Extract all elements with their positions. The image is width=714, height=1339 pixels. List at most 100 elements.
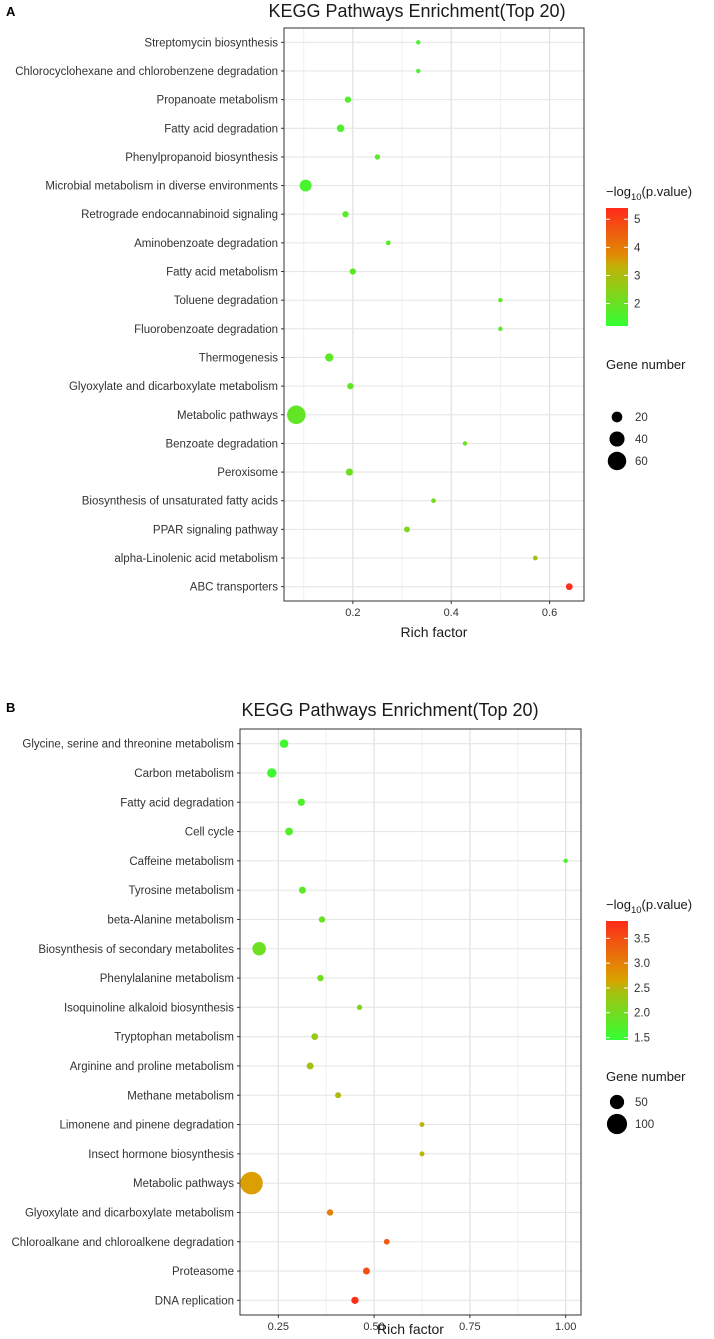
data-point	[325, 353, 334, 362]
pathway-label: DNA replication	[155, 1295, 234, 1307]
color-legend-title-suffix: (p.value)	[642, 184, 693, 199]
pathway-label: Fatty acid degradation	[120, 797, 234, 809]
chart-title: KEGG Pathways Enrichment(Top 20)	[268, 1, 565, 21]
pathway-label: Insect hormone biosynthesis	[88, 1149, 234, 1161]
data-point	[344, 96, 352, 103]
pathway-label: Caffeine metabolism	[129, 856, 234, 868]
color-legend-label: 2	[634, 299, 640, 311]
color-legend-title-suffix: (p.value)	[642, 897, 693, 912]
data-point	[285, 827, 293, 836]
data-point	[356, 1004, 363, 1011]
color-legend-label: 3.5	[634, 933, 650, 945]
pathway-label: Tyrosine metabolism	[129, 885, 234, 897]
pathway-label: Glyoxylate and dicarboxylate metabolism	[25, 1207, 234, 1219]
pathway-label: Phenylalanine metabolism	[100, 973, 234, 985]
pathway-label: beta-Alanine metabolism	[107, 914, 234, 926]
pathway-label: Benzoate degradation	[165, 438, 278, 450]
color-legend-title-prefix: −log	[606, 184, 631, 199]
pathway-label: Glyoxylate and dicarboxylate metabolism	[69, 381, 278, 393]
panel-a-chart: A KEGG Pathways Enrichment(Top 20) Strepto…	[6, 1, 692, 640]
pathway-label: Propanoate metabolism	[157, 95, 278, 107]
pathway-label: PPAR signaling pathway	[153, 524, 278, 536]
pathway-label: Aminobenzoate degradation	[134, 238, 278, 250]
pathway-label: Phenylpropanoid biosynthesis	[125, 152, 278, 164]
data-point	[299, 179, 312, 192]
data-point	[374, 154, 381, 160]
pathway-label: Biosynthesis of unsaturated fatty acids	[82, 496, 278, 508]
data-point	[362, 1267, 370, 1275]
pathway-label: Arginine and proline metabolism	[70, 1061, 234, 1073]
pathway-label: Microbial metabolism in diverse environm…	[45, 181, 278, 193]
pathway-label: Fluorobenzoate degradation	[134, 324, 278, 336]
pathway-label: Peroxisome	[217, 467, 278, 479]
color-legend-label: 3	[634, 270, 640, 282]
pathway-label: Methane metabolism	[127, 1090, 234, 1102]
size-legend-label: 40	[635, 434, 648, 446]
data-point	[532, 555, 538, 561]
x-tick-label: 0.25	[268, 1321, 289, 1333]
data-point	[297, 798, 305, 806]
plot-panel	[283, 27, 585, 602]
pathway-label: Toluene degradation	[174, 295, 278, 307]
x-tick-label: 0.6	[542, 607, 557, 619]
data-point	[318, 916, 326, 923]
data-point	[252, 941, 266, 956]
panel-letter: A	[6, 4, 16, 19]
data-point	[342, 211, 349, 218]
size-legend-dot	[607, 451, 627, 471]
size-legend-label: 60	[635, 456, 648, 468]
pathway-label: Metabolic pathways	[133, 1178, 234, 1190]
x-tick-label: 0.4	[444, 607, 459, 619]
data-point	[326, 1209, 334, 1216]
size-legend-dot	[609, 1094, 625, 1110]
pathway-label: Thermogenesis	[199, 352, 279, 364]
data-point	[563, 858, 568, 864]
data-point	[240, 1171, 263, 1195]
data-point	[351, 1296, 359, 1304]
pathway-label: Glycine, serine and threonine metabolism	[22, 739, 234, 751]
data-point	[298, 886, 306, 894]
data-point	[385, 240, 391, 246]
color-legend-label: 5	[634, 214, 640, 226]
panel-letter: B	[6, 700, 15, 715]
color-legend-title-sub: 10	[631, 192, 642, 203]
data-point	[349, 268, 357, 275]
pathway-label: Carbon metabolism	[134, 768, 234, 780]
chart-title: KEGG Pathways Enrichment(Top 20)	[241, 700, 538, 720]
x-tick-label: 0.75	[459, 1321, 480, 1333]
pathway-label: ABC transporters	[190, 582, 278, 594]
panel-b-chart: B KEGG Pathways Enrichment(Top 20) Glycine…	[6, 700, 692, 1337]
size-legend-label: 100	[635, 1119, 654, 1131]
data-point	[335, 1092, 342, 1099]
size-legend-title: Gene number	[606, 1069, 686, 1084]
pathway-label: Fatty acid metabolism	[166, 267, 278, 279]
data-point	[317, 974, 324, 982]
color-legend-title: −log10(p.value)	[606, 897, 692, 916]
color-legend-title: −log10(p.value)	[606, 184, 692, 203]
size-legend-dot	[609, 431, 625, 447]
size-legend-label: 50	[635, 1097, 648, 1109]
color-legend-title-prefix: −log	[606, 897, 631, 912]
data-point	[419, 1151, 425, 1157]
x-axis-title: Rich factor	[401, 624, 468, 640]
pathway-label: Isoquinoline alkaloid biosynthesis	[64, 1002, 234, 1014]
pathway-label: Limonene and pinene degradation	[59, 1120, 234, 1132]
color-legend-label: 4	[634, 242, 641, 254]
color-legend-label: 1.5	[634, 1033, 650, 1045]
x-tick-label: 1.00	[555, 1321, 576, 1333]
pathway-label: Streptomycin biosynthesis	[144, 37, 278, 49]
color-legend-label: 2.0	[634, 1008, 650, 1020]
plot-panel	[239, 728, 582, 1316]
color-legend-label: 2.5	[634, 983, 650, 995]
data-point	[404, 526, 410, 533]
size-legend-title: Gene number	[606, 357, 686, 372]
size-legend-dot	[611, 411, 623, 423]
data-point	[306, 1062, 314, 1070]
data-point	[498, 297, 503, 303]
data-point	[419, 1122, 425, 1128]
plot-border	[239, 728, 582, 1316]
x-tick-label: 0.50	[363, 1321, 384, 1333]
color-legend-title-sub: 10	[631, 905, 642, 916]
pathway-label: Chlorocyclohexane and chlorobenzene degr…	[15, 66, 278, 78]
